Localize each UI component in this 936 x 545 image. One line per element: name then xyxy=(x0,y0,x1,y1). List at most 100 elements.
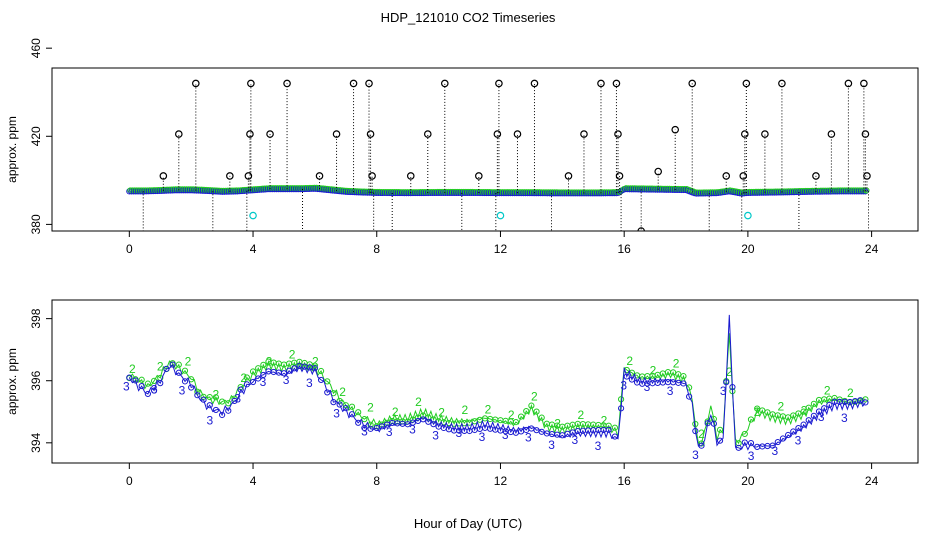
spike-point xyxy=(618,232,624,238)
baseline-point-green xyxy=(202,186,210,194)
x-tick-label: 4 xyxy=(250,242,257,256)
spike-point xyxy=(389,232,395,238)
series-marker-label-green: 2 xyxy=(554,417,561,431)
series-point-blue xyxy=(280,370,288,377)
baseline-point-green xyxy=(192,186,199,193)
series-marker-label-green: 2 xyxy=(601,413,608,427)
series-marker-label-green: 2 xyxy=(157,360,164,374)
series-point-blue xyxy=(163,365,170,372)
y-tick-label: 398 xyxy=(29,308,43,328)
spike-point xyxy=(299,232,305,238)
y-axis-label: approx. ppm xyxy=(5,116,19,183)
series-point-green xyxy=(324,378,331,385)
series-point-blue xyxy=(425,418,432,425)
series-point-green xyxy=(260,361,267,368)
spike-point xyxy=(140,232,146,238)
series-point-blue xyxy=(200,396,207,403)
spike-point xyxy=(493,232,499,238)
baseline-point-green xyxy=(858,187,866,194)
series-point-blue xyxy=(175,369,182,376)
baseline-point-green xyxy=(354,188,361,195)
spike-point xyxy=(614,130,622,138)
spike-point xyxy=(722,172,731,180)
spike-point xyxy=(863,172,871,180)
x-tick-label: 8 xyxy=(373,474,380,488)
series-marker-label-blue: 3 xyxy=(306,376,313,390)
series-marker-label-blue: 3 xyxy=(260,375,267,389)
spike-point xyxy=(244,232,250,238)
series-marker-label-green: 2 xyxy=(185,355,192,369)
baseline-point-green xyxy=(681,186,688,193)
series-point-blue xyxy=(729,383,736,391)
series-point-green xyxy=(790,412,797,419)
series-point-blue xyxy=(255,375,262,382)
baseline-point-green xyxy=(324,185,331,193)
spike-point xyxy=(739,172,748,180)
series-point-blue xyxy=(181,378,189,385)
x-tick-label: 24 xyxy=(865,474,879,488)
spike-point xyxy=(226,172,234,180)
baseline-point-green xyxy=(194,186,201,193)
spike-point xyxy=(440,79,449,88)
x-tick-label: 16 xyxy=(617,242,631,256)
series-point-green xyxy=(735,440,742,447)
plot-frame xyxy=(51,299,919,464)
series-marker-label-blue: 3 xyxy=(432,429,439,443)
series-point-green xyxy=(785,414,792,421)
spike-point xyxy=(796,232,802,238)
x-tick-label: 8 xyxy=(373,242,380,256)
series-marker-label-green: 2 xyxy=(847,386,854,400)
spike-point xyxy=(861,130,870,138)
spike-point xyxy=(865,232,871,238)
y-tick-label: 394 xyxy=(29,432,43,452)
baseline-point-blue xyxy=(721,188,728,196)
baseline-point-green xyxy=(315,185,322,192)
series-point-blue xyxy=(741,439,748,446)
series-blue: 3 3 3 3 3 3 3 3 3 3 3 3 3 3 3 3 3 3 3 3 3 3 3 3 3 3 3 3 3 3 xyxy=(123,314,869,463)
series-point-green xyxy=(670,369,677,376)
baseline-point-green xyxy=(198,186,205,193)
series-point-blue xyxy=(785,431,792,439)
series-point-green xyxy=(212,394,220,401)
series-marker-label-blue: 3 xyxy=(818,410,825,424)
series-point-green xyxy=(716,426,724,433)
series-marker-label-blue: 3 xyxy=(667,384,674,398)
spike-point xyxy=(597,79,605,88)
series-marker-label-blue: 3 xyxy=(692,448,699,462)
series-point-blue xyxy=(212,406,220,414)
series-point-green xyxy=(533,408,540,415)
series-marker-label-blue: 3 xyxy=(409,422,416,436)
series-point-green xyxy=(710,415,717,423)
series-marker-label-blue: 3 xyxy=(455,426,462,440)
baseline-point-blue xyxy=(715,189,722,197)
baseline-point-green xyxy=(196,186,203,193)
series-line-blue xyxy=(128,314,866,451)
series-marker-label-green: 2 xyxy=(339,385,346,399)
series-point-blue xyxy=(330,399,337,406)
series-point-blue xyxy=(686,393,693,400)
spike-point xyxy=(671,125,680,134)
series-point-green xyxy=(759,407,766,414)
series-point-green xyxy=(747,416,755,423)
spike-point xyxy=(654,167,663,176)
baseline-point-green xyxy=(328,186,335,193)
spike-point xyxy=(495,79,503,88)
plot-frame xyxy=(51,67,919,232)
spike-point xyxy=(283,79,291,88)
baseline-point-blue xyxy=(719,189,726,196)
cyan-group xyxy=(249,211,752,220)
y-tick-label: 420 xyxy=(29,126,43,146)
baseline-point-green xyxy=(345,187,353,195)
series-marker-label-blue: 3 xyxy=(361,425,368,439)
series-point-green xyxy=(367,421,374,428)
baseline-point-green xyxy=(332,186,340,193)
series-point-green xyxy=(138,376,145,383)
series-point-blue xyxy=(367,425,374,432)
x-tick-label: 20 xyxy=(741,474,755,488)
spike-point xyxy=(615,172,624,180)
series-marker-label-green: 2 xyxy=(240,371,247,385)
spike-point xyxy=(860,79,868,88)
